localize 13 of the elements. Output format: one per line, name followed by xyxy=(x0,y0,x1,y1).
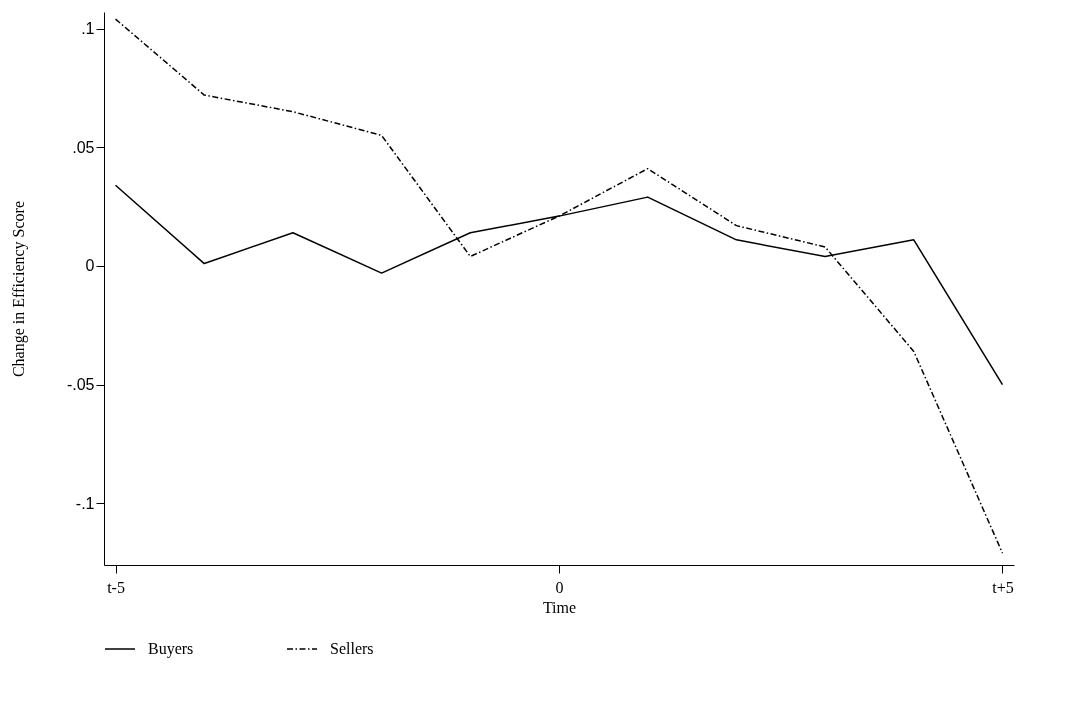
x-tick-label: 0 xyxy=(555,578,564,596)
x-tick-label: t-5 xyxy=(107,578,125,596)
y-tick-label: .05 xyxy=(72,138,95,156)
legend-label: Buyers xyxy=(148,640,194,658)
y-tick-label: -.1 xyxy=(75,494,95,512)
y-tick-label: .1 xyxy=(81,20,95,38)
x-axis-title: Time xyxy=(542,598,577,616)
line-series xyxy=(114,18,1004,554)
y-axis-title: Change in Efficiency Score xyxy=(9,200,28,378)
y-tick-label: 0 xyxy=(85,257,95,275)
x-tick-label: t+5 xyxy=(992,578,1014,596)
y-tick-label: -.05 xyxy=(66,376,95,394)
legend-label: Sellers xyxy=(330,640,374,657)
